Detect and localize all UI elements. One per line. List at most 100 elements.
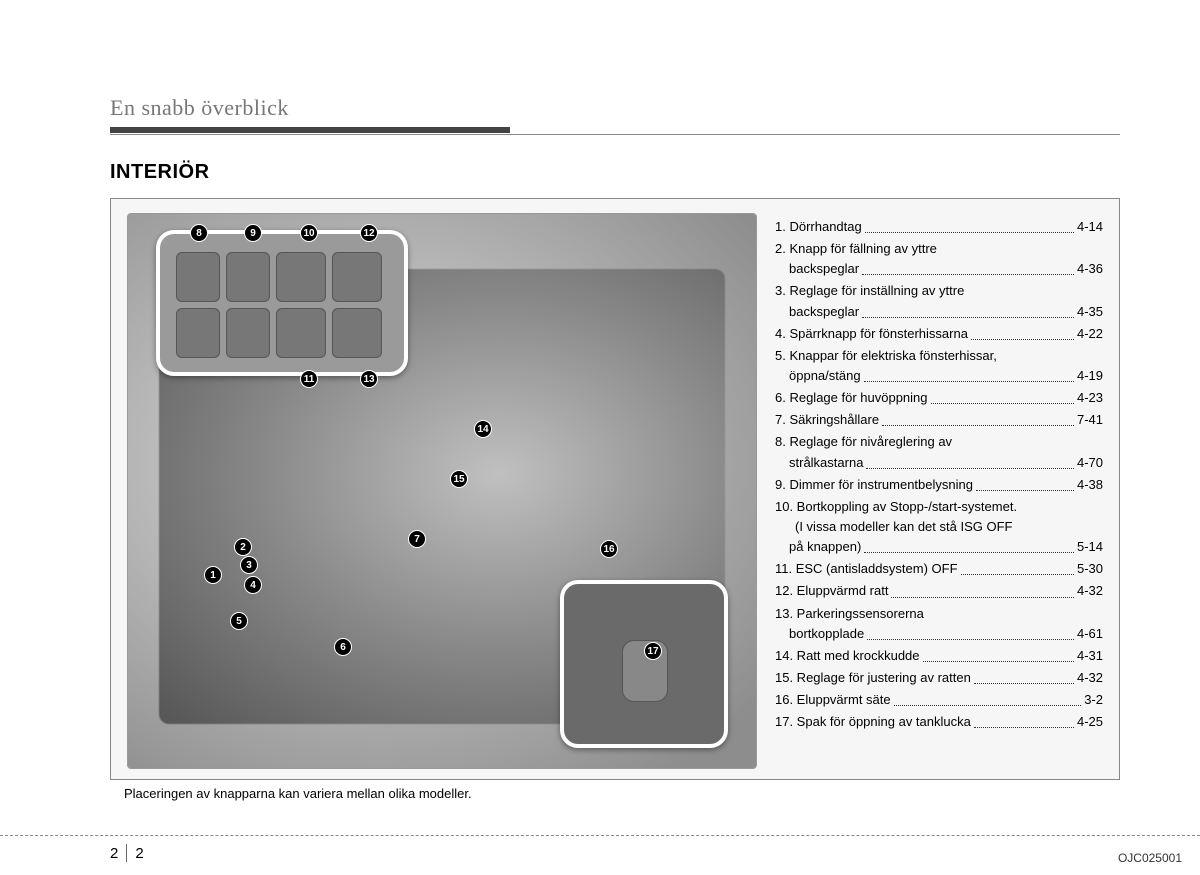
page-reference: 4-38 bbox=[1077, 475, 1103, 495]
list-item-label: 13. Parkeringssensorerna bbox=[775, 604, 1103, 624]
interior-diagram: 8 9 10 12 11 13 1 2 3 4 5 6 7 14 15 16 1… bbox=[127, 213, 757, 769]
image-reference-id: OJC025001 bbox=[1118, 851, 1182, 865]
chapter-number: 2 bbox=[110, 845, 118, 862]
leader-dots bbox=[865, 232, 1074, 233]
leader-dots bbox=[923, 661, 1074, 662]
callout-7: 7 bbox=[408, 530, 426, 548]
list-item: 2. Knapp för fällning av yttrebackspegla… bbox=[775, 239, 1103, 279]
leader-dots bbox=[867, 639, 1074, 640]
leader-dots bbox=[974, 727, 1074, 728]
leader-dots bbox=[961, 574, 1074, 575]
reference-list: 1. Dörrhandtag 4-142. Knapp för fällning … bbox=[775, 213, 1103, 769]
list-item-label: 12. Eluppvärmd ratt bbox=[775, 581, 888, 601]
leader-dots bbox=[976, 490, 1074, 491]
page-reference: 4-14 bbox=[1077, 217, 1103, 237]
list-item: 10. Bortkoppling av Stopp-/start-systeme… bbox=[775, 497, 1103, 557]
list-item: 11. ESC (antisladdsystem) OFF 5-30 bbox=[775, 559, 1103, 579]
list-item: 16. Eluppvärmt säte 3-2 bbox=[775, 690, 1103, 710]
callout-14: 14 bbox=[474, 420, 492, 438]
leader-dots bbox=[862, 274, 1074, 275]
list-item: 17. Spak för öppning av tanklucka4-25 bbox=[775, 712, 1103, 732]
page-reference: 4-31 bbox=[1077, 646, 1103, 666]
list-item-label: på knappen) bbox=[789, 537, 861, 557]
leader-dots bbox=[866, 468, 1074, 469]
page-title: INTERIÖR bbox=[110, 161, 1120, 184]
page-reference: 4-19 bbox=[1077, 366, 1103, 386]
list-item-label: strålkastarna bbox=[789, 453, 863, 473]
list-item-label: 1. Dörrhandtag bbox=[775, 217, 862, 237]
list-item: 1. Dörrhandtag 4-14 bbox=[775, 217, 1103, 237]
list-item-label: 14. Ratt med krockkudde bbox=[775, 646, 920, 666]
button-panel-inset bbox=[156, 230, 408, 376]
callout-9: 9 bbox=[244, 224, 262, 242]
manual-page: En snabb överblick INTERIÖR 8 9 10 bbox=[0, 0, 1200, 875]
page-reference: 4-32 bbox=[1077, 581, 1103, 601]
content-box: 8 9 10 12 11 13 1 2 3 4 5 6 7 14 15 16 1… bbox=[110, 198, 1120, 780]
list-item: 4. Spärrknapp för fönsterhissarna 4-22 bbox=[775, 324, 1103, 344]
list-item-label: öppna/stäng bbox=[789, 366, 861, 386]
list-item-label: backspeglar bbox=[789, 302, 859, 322]
list-item-label: 7. Säkringshållare bbox=[775, 410, 879, 430]
list-item-label: 17. Spak för öppning av tanklucka bbox=[775, 712, 971, 732]
list-item: 13. Parkeringssensorernabortkopplade 4-61 bbox=[775, 604, 1103, 644]
leader-dots bbox=[864, 381, 1074, 382]
list-item: 15. Reglage för justering av ratten 4-32 bbox=[775, 668, 1103, 688]
page-reference: 4-70 bbox=[1077, 453, 1103, 473]
page-reference: 5-30 bbox=[1077, 559, 1103, 579]
callout-6: 6 bbox=[334, 638, 352, 656]
list-item-label: 4. Spärrknapp för fönsterhissarna bbox=[775, 324, 968, 344]
leader-dots bbox=[882, 425, 1074, 426]
leader-dots bbox=[862, 317, 1074, 318]
list-item-label: 8. Reglage för nivåreglering av bbox=[775, 432, 1103, 452]
page-index: 2 bbox=[135, 845, 143, 862]
callout-13: 13 bbox=[360, 370, 378, 388]
section-label: En snabb överblick bbox=[110, 95, 1120, 121]
page-number-separator bbox=[126, 844, 127, 862]
leader-dots bbox=[894, 705, 1082, 706]
list-item-label: 11. ESC (antisladdsystem) OFF bbox=[775, 559, 958, 579]
list-item: 7. Säkringshållare 7-41 bbox=[775, 410, 1103, 430]
list-item-label: 15. Reglage för justering av ratten bbox=[775, 668, 971, 688]
header-divider bbox=[110, 127, 510, 133]
callout-2: 2 bbox=[234, 538, 252, 556]
list-item-label: (I vissa modeller kan det stå ISG OFF bbox=[775, 517, 1103, 537]
list-item: 5. Knappar för elektriska fönsterhissar,… bbox=[775, 346, 1103, 386]
callout-8: 8 bbox=[190, 224, 208, 242]
page-reference: 4-35 bbox=[1077, 302, 1103, 322]
list-item: 8. Reglage för nivåreglering avstrålkast… bbox=[775, 432, 1103, 472]
list-item-label: 3. Reglage för inställning av yttre bbox=[775, 281, 1103, 301]
callout-12: 12 bbox=[360, 224, 378, 242]
page-number: 2 2 bbox=[110, 844, 144, 862]
list-item: 3. Reglage för inställning av yttrebacks… bbox=[775, 281, 1103, 321]
callout-3: 3 bbox=[240, 556, 258, 574]
diagram-caption: Placeringen av knapparna kan variera mel… bbox=[110, 786, 1120, 801]
leader-dots bbox=[931, 403, 1074, 404]
page-reference: 4-61 bbox=[1077, 624, 1103, 644]
list-item-label: 5. Knappar för elektriska fönsterhissar, bbox=[775, 346, 1103, 366]
list-item-label: bortkopplade bbox=[789, 624, 864, 644]
list-item-label: backspeglar bbox=[789, 259, 859, 279]
callout-17: 17 bbox=[644, 642, 662, 660]
callout-11: 11 bbox=[300, 370, 318, 388]
page-reference: 4-22 bbox=[1077, 324, 1103, 344]
callout-16: 16 bbox=[600, 540, 618, 558]
callout-5: 5 bbox=[230, 612, 248, 630]
leader-dots bbox=[974, 683, 1074, 684]
page-header: En snabb överblick INTERIÖR bbox=[110, 95, 1120, 184]
callout-10: 10 bbox=[300, 224, 318, 242]
callout-1: 1 bbox=[204, 566, 222, 584]
page-reference: 7-41 bbox=[1077, 410, 1103, 430]
callout-4: 4 bbox=[244, 576, 262, 594]
page-reference: 4-32 bbox=[1077, 668, 1103, 688]
list-item: 6. Reglage för huvöppning4-23 bbox=[775, 388, 1103, 408]
list-item-label: 2. Knapp för fällning av yttre bbox=[775, 239, 1103, 259]
list-item: 9. Dimmer för instrumentbelysning4-38 bbox=[775, 475, 1103, 495]
leader-dots bbox=[864, 552, 1074, 553]
page-reference: 4-23 bbox=[1077, 388, 1103, 408]
leader-dots bbox=[891, 597, 1074, 598]
page-reference: 5-14 bbox=[1077, 537, 1103, 557]
page-reference: 4-36 bbox=[1077, 259, 1103, 279]
list-item-label: 16. Eluppvärmt säte bbox=[775, 690, 891, 710]
page-reference: 3-2 bbox=[1084, 690, 1103, 710]
list-item: 14. Ratt med krockkudde 4-31 bbox=[775, 646, 1103, 666]
